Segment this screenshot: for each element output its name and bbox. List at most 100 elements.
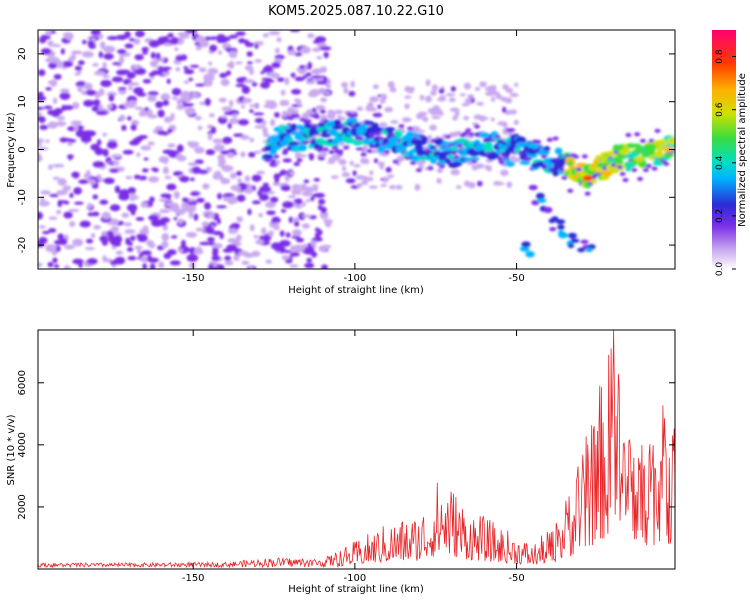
spectrogram-cell: [203, 73, 215, 82]
spectrogram-cell: [638, 161, 648, 168]
spectrogram-cell: [93, 99, 100, 107]
spectrogram-cell: [53, 73, 62, 80]
spectrogram-cell: [224, 260, 234, 266]
spectrogram-cell: [223, 111, 234, 116]
spectrogram-cell: [663, 146, 674, 153]
spectrogram-cell: [106, 140, 118, 149]
spectrogram-cell: [142, 78, 152, 84]
spectrogram-cell: [325, 84, 332, 89]
spectrogram-cell: [207, 68, 219, 75]
spectrogram-cell: [139, 175, 147, 181]
spectrogram-cell: [584, 191, 591, 196]
spectrogram-cell: [427, 166, 434, 171]
snr-x-tick-label: -50: [508, 573, 524, 584]
spectrogram-cell: [126, 247, 134, 252]
spectrogram-cell: [88, 176, 99, 180]
spectrogram-cell: [318, 245, 328, 252]
spectrogram-cell: [304, 262, 315, 269]
spectrogram-cell: [328, 150, 335, 155]
spectrogram-cell: [289, 252, 300, 257]
spectrogram-cell: [241, 85, 251, 94]
spectrogram-cell: [575, 167, 582, 172]
snr-y-tick-label: 2000: [17, 494, 28, 519]
spectrogram-cell: [71, 171, 80, 178]
spectrogram-cell: [197, 125, 203, 131]
spectrogram-cell: [305, 72, 312, 77]
spectrogram-cell: [510, 155, 516, 161]
spectrogram-cell: [360, 123, 368, 129]
spectrogram-cell: [90, 30, 101, 36]
snr-panel: -150 -100 -50 2000 4000 6000 Height of strai…: [6, 329, 676, 595]
spectrogram-cell: [165, 202, 174, 207]
spectrogram-cell: [155, 52, 161, 60]
spectrogram-cell: [295, 154, 308, 158]
spectrogram-cell: [109, 218, 119, 226]
spectrogram-cell: [177, 32, 189, 37]
spectrogram-cell: [290, 245, 296, 252]
spectrogram-cell: [56, 115, 66, 121]
spectrogram-cell: [208, 113, 215, 118]
spectrogram-cell: [415, 168, 422, 173]
spectrogram-cell: [102, 61, 107, 70]
spectrogram-cell: [74, 65, 83, 71]
spectrogram-cell: [439, 164, 446, 169]
spectrogram-cell: [373, 158, 379, 164]
spectrogram-cell: [38, 95, 47, 102]
spectrogram-cell: [69, 139, 77, 143]
spectrogram-cell: [158, 156, 170, 163]
spectrogram-cell: [463, 115, 470, 121]
spectrogram-x-tick-label: -150: [182, 273, 205, 284]
spectrogram-cell: [40, 196, 45, 203]
spectrogram-cell: [523, 157, 530, 162]
spectrogram-cell: [175, 55, 185, 62]
spectrogram-cell: [509, 109, 518, 115]
spectrogram-cell: [454, 131, 462, 136]
spectrogram-cell: [341, 165, 347, 172]
spectrogram-cell: [301, 214, 312, 218]
spectrogram-cell: [218, 264, 225, 269]
spectrogram-cell: [436, 167, 444, 174]
spectrogram-cell: [86, 258, 98, 265]
spectrogram-cell: [474, 124, 481, 129]
spectrogram-cell: [93, 70, 106, 76]
spectrogram-cell: [553, 162, 564, 169]
spectrogram-cell: [128, 241, 133, 247]
spectrogram-cell: [229, 117, 239, 124]
spectrogram-cell: [229, 172, 237, 179]
spectrogram-cell: [103, 53, 114, 60]
spectrogram-cell: [389, 87, 397, 93]
spectrogram-cell: [369, 132, 376, 137]
spectrogram-cell: [301, 223, 310, 229]
spectrogram-cell: [264, 158, 271, 163]
spectrogram-cell: [365, 105, 374, 112]
spectrogram-cell: [332, 125, 343, 130]
spectrogram-cell: [277, 77, 285, 82]
spectrogram-cell: [369, 96, 380, 103]
spectrogram-cell: [152, 168, 159, 173]
spectrogram-cell: [288, 216, 293, 224]
spectrogram-cell: [72, 258, 84, 265]
spectrogram-cell: [127, 82, 140, 86]
spectrogram-cell: [53, 108, 63, 115]
spectrogram-cell: [305, 119, 312, 124]
spectrogram-cell: [483, 146, 494, 154]
spectrogram-cell: [513, 119, 519, 125]
spectrogram-cell: [198, 67, 207, 73]
spectrogram-cell: [491, 96, 496, 103]
spectrogram-cell: [78, 60, 85, 66]
spectrogram-cell: [203, 202, 212, 210]
spectrogram-cell: [252, 200, 261, 205]
spectrogram-cell: [149, 196, 155, 203]
spectrogram-cell: [167, 249, 177, 256]
spectrogram-y-tick-label: -10: [17, 189, 28, 205]
spectrogram-cell: [268, 30, 281, 36]
spectrogram-cell: [170, 112, 175, 121]
spectrogram-cell: [220, 78, 230, 87]
spectrogram-cell: [45, 139, 50, 143]
spectrogram-cell: [134, 54, 144, 61]
spectrogram-cell: [248, 266, 254, 269]
spectrogram-cell: [52, 163, 65, 168]
spectrogram-cell: [348, 90, 356, 97]
spectrogram-cell: [366, 176, 374, 182]
spectrogram-cell: [161, 233, 170, 241]
